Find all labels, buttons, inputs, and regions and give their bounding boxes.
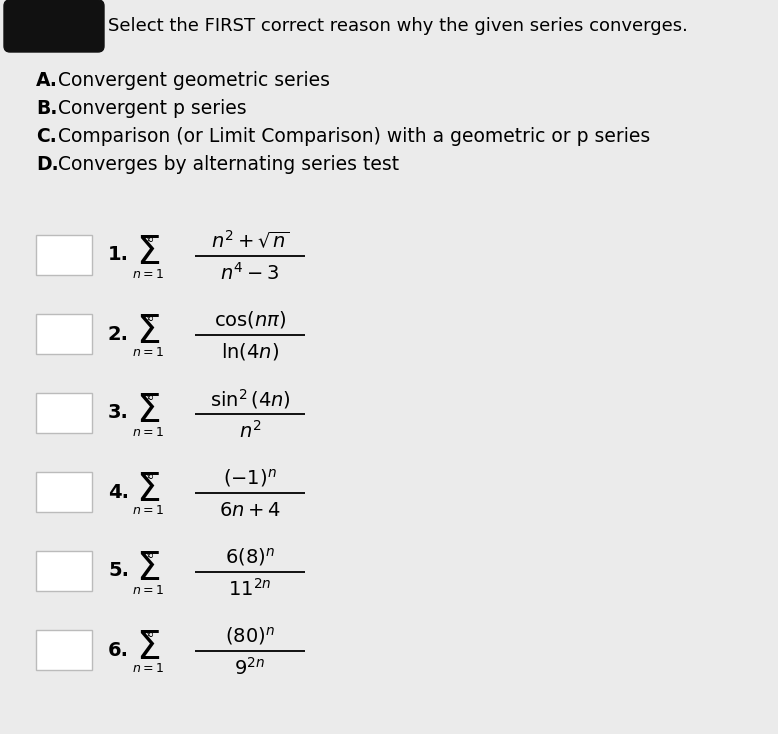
Text: 4.: 4. — [108, 482, 129, 501]
Text: $\infty$: $\infty$ — [142, 627, 154, 641]
Text: $\ln(4n)$: $\ln(4n)$ — [221, 341, 279, 363]
Text: $n=1$: $n=1$ — [132, 426, 164, 438]
FancyBboxPatch shape — [36, 393, 92, 433]
Text: $\Sigma$: $\Sigma$ — [136, 313, 160, 351]
Text: $\infty$: $\infty$ — [142, 390, 154, 404]
Text: $\Sigma$: $\Sigma$ — [136, 471, 160, 509]
Text: $6n + 4$: $6n + 4$ — [219, 501, 281, 520]
FancyBboxPatch shape — [36, 314, 92, 354]
Text: $\infty$: $\infty$ — [142, 469, 154, 483]
Text: 6.: 6. — [108, 641, 129, 660]
Text: 3.: 3. — [108, 404, 129, 423]
Text: $n=1$: $n=1$ — [132, 346, 164, 360]
Text: $n^2 + \sqrt{n}$: $n^2 + \sqrt{n}$ — [211, 230, 289, 252]
FancyBboxPatch shape — [36, 551, 92, 591]
Text: $6(8)^n$: $6(8)^n$ — [225, 546, 275, 568]
Text: Convergent geometric series: Convergent geometric series — [58, 70, 330, 90]
Text: $\Sigma$: $\Sigma$ — [136, 392, 160, 430]
Text: Select the FIRST correct reason why the given series converges.: Select the FIRST correct reason why the … — [108, 17, 688, 35]
Text: $n^2$: $n^2$ — [239, 420, 261, 442]
Text: $\infty$: $\infty$ — [142, 548, 154, 562]
Text: $\sin^2(4n)$: $\sin^2(4n)$ — [209, 387, 290, 411]
Text: $\Sigma$: $\Sigma$ — [136, 234, 160, 272]
Text: 1.: 1. — [108, 245, 129, 264]
Text: $\infty$: $\infty$ — [142, 232, 154, 246]
Text: $\cos(n\pi)$: $\cos(n\pi)$ — [214, 310, 286, 330]
FancyBboxPatch shape — [4, 0, 104, 52]
Text: $n=1$: $n=1$ — [132, 504, 164, 517]
Text: B.: B. — [36, 98, 58, 117]
Text: Converges by alternating series test: Converges by alternating series test — [58, 154, 399, 173]
FancyBboxPatch shape — [36, 630, 92, 670]
Text: C.: C. — [36, 126, 57, 145]
Text: Convergent p series: Convergent p series — [58, 98, 247, 117]
Text: $(80)^n$: $(80)^n$ — [225, 625, 275, 647]
Text: Comparison (or Limit Comparison) with a geometric or p series: Comparison (or Limit Comparison) with a … — [58, 126, 650, 145]
Text: $11^{2n}$: $11^{2n}$ — [228, 578, 272, 600]
Text: $9^{2n}$: $9^{2n}$ — [234, 657, 265, 679]
Text: D.: D. — [36, 154, 58, 173]
Text: $\infty$: $\infty$ — [142, 311, 154, 325]
Text: A.: A. — [36, 70, 58, 90]
Text: $n^4 - 3$: $n^4 - 3$ — [220, 262, 279, 284]
Text: $n=1$: $n=1$ — [132, 584, 164, 597]
Text: $n=1$: $n=1$ — [132, 267, 164, 280]
Text: $(-1)^n$: $(-1)^n$ — [223, 467, 277, 489]
Text: 2.: 2. — [108, 324, 129, 344]
Text: 5.: 5. — [108, 562, 129, 581]
Text: $n=1$: $n=1$ — [132, 663, 164, 675]
Text: $\Sigma$: $\Sigma$ — [136, 629, 160, 667]
Text: $\Sigma$: $\Sigma$ — [136, 550, 160, 588]
FancyBboxPatch shape — [36, 472, 92, 512]
FancyBboxPatch shape — [36, 235, 92, 275]
